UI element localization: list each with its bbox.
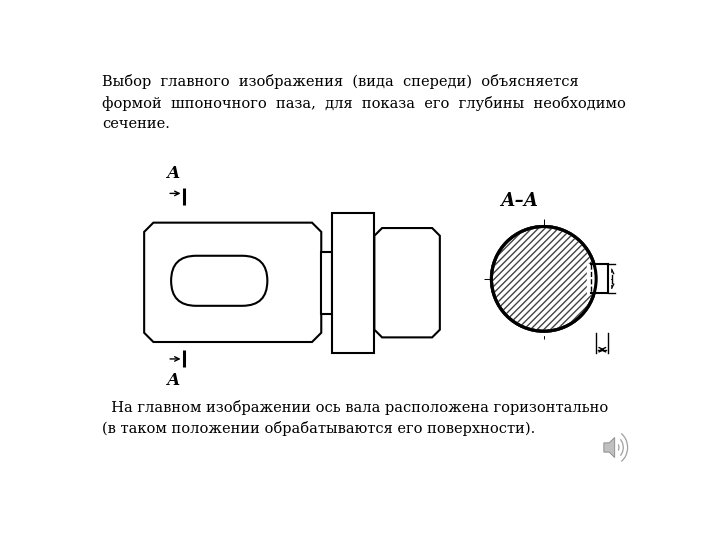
Polygon shape bbox=[604, 437, 615, 457]
Polygon shape bbox=[588, 264, 610, 294]
Polygon shape bbox=[332, 213, 374, 353]
Polygon shape bbox=[321, 252, 332, 314]
Polygon shape bbox=[374, 228, 440, 338]
Text: Выбор  главного  изображения  (вида  спереди)  объясняется
формой  шпоночного  п: Выбор главного изображения (вида спереди… bbox=[102, 74, 626, 131]
Circle shape bbox=[492, 226, 596, 331]
Text: На главном изображении ось вала расположена горизонтально
(в таком положении обр: На главном изображении ось вала располож… bbox=[102, 400, 608, 436]
Text: А: А bbox=[167, 165, 181, 182]
Polygon shape bbox=[144, 222, 321, 342]
Text: А: А bbox=[167, 372, 181, 389]
Text: А–А: А–А bbox=[500, 192, 538, 210]
